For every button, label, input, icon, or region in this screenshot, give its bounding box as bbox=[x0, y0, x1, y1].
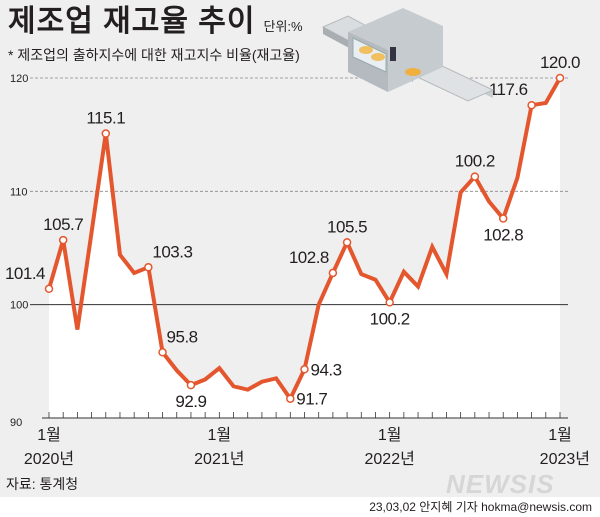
newsis-logo: NEWSIS bbox=[446, 472, 555, 497]
data-point-marker bbox=[144, 263, 153, 272]
y-tick-label: 100 bbox=[10, 300, 28, 312]
source-label: 자료: 통계청 bbox=[6, 476, 79, 492]
data-point-marker bbox=[101, 129, 111, 138]
x-tick-month: 1월 bbox=[37, 426, 61, 444]
data-label: 95.8 bbox=[167, 327, 198, 346]
data-point-marker bbox=[286, 394, 295, 403]
chart-note: * 제조업의 출하지수에 대한 재고지수 비율(재고율) bbox=[8, 47, 300, 63]
x-tick-year: 2022년 bbox=[365, 450, 415, 468]
data-label: 105.7 bbox=[43, 215, 83, 234]
data-point-marker bbox=[385, 298, 394, 307]
data-label: 117.6 bbox=[489, 80, 528, 99]
y-tick-label: 110 bbox=[10, 186, 28, 198]
data-point-marker bbox=[58, 235, 68, 245]
data-label: 100.2 bbox=[370, 309, 410, 328]
footer-bar bbox=[0, 497, 600, 517]
credit-label: 23,03,02 안지혜 기자 hokma@newsis.com bbox=[369, 500, 592, 514]
title-bar: 제조업 재고율 추이 단위:% bbox=[8, 4, 303, 40]
data-point-marker bbox=[555, 73, 565, 83]
factory-conveyor-illustration bbox=[321, 8, 495, 102]
data-label: 102.8 bbox=[483, 226, 523, 245]
x-tick-year: 2023년 bbox=[540, 450, 590, 468]
x-tick-month: 1월 bbox=[548, 426, 572, 444]
y-tick-label: 90 bbox=[10, 417, 22, 429]
data-point-marker bbox=[342, 238, 352, 247]
data-label: 115.1 bbox=[86, 109, 125, 128]
x-tick-year: 2021년 bbox=[194, 450, 244, 468]
x-tick-month: 1월 bbox=[208, 426, 232, 444]
data-label: 103.3 bbox=[152, 242, 192, 261]
data-label: 100.2 bbox=[455, 152, 495, 171]
data-point-marker bbox=[186, 380, 196, 390]
data-point-marker bbox=[527, 100, 536, 110]
x-tick-month: 1월 bbox=[378, 426, 402, 444]
data-label: 91.7 bbox=[296, 390, 327, 409]
data-point-marker bbox=[470, 172, 480, 181]
data-point-marker bbox=[44, 284, 54, 294]
unit-label: 단위:% bbox=[263, 19, 303, 34]
y-tick-label: 120 bbox=[10, 73, 28, 85]
data-label: 92.9 bbox=[175, 392, 206, 411]
data-point-marker bbox=[300, 365, 309, 374]
data-point-marker bbox=[158, 348, 167, 357]
plot-area-fill bbox=[49, 78, 560, 418]
data-label: 105.5 bbox=[327, 217, 367, 236]
data-point-marker bbox=[328, 268, 338, 278]
data-label: 102.8 bbox=[289, 248, 329, 267]
x-tick-year: 2020년 bbox=[24, 450, 74, 468]
data-label: 120.0 bbox=[540, 53, 580, 72]
chart-title: 제조업 재고율 추이 bbox=[8, 5, 256, 38]
data-label: 94.3 bbox=[311, 360, 342, 379]
data-label: 101.4 bbox=[5, 264, 45, 283]
data-point-marker bbox=[498, 214, 508, 223]
